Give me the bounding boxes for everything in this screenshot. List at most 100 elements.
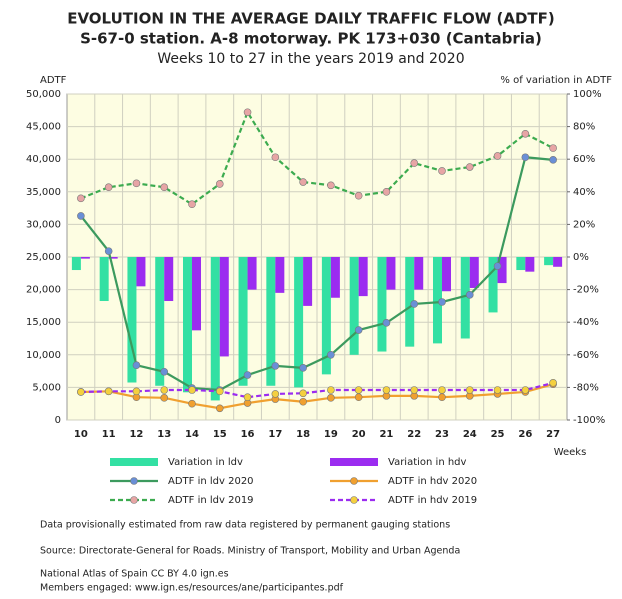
chart-subtitle: S-67-0 station. A-8 motorway. PK 173+030… [80,30,542,48]
marker [327,181,335,190]
bar [99,257,109,302]
marker [465,291,474,299]
marker [327,386,335,394]
marker [215,404,224,413]
marker [327,394,335,402]
marker [188,200,196,208]
x-tick-label: 12 [129,429,143,440]
bar [497,257,507,284]
marker [188,399,196,408]
y2-tick-label: 80% [573,122,595,133]
x-tick-label: 15 [213,429,227,440]
marker [354,326,363,334]
marker [132,179,141,188]
marker [243,393,252,401]
marker [549,379,557,387]
y-tick-label: 20,000 [26,285,61,296]
y-axis-label: ADTF [40,75,67,86]
marker [410,300,419,308]
y-tick-label: 50,000 [26,89,61,100]
marker [77,388,85,396]
marker [104,247,113,255]
marker [438,298,446,306]
bar [377,257,387,352]
bar [183,257,192,393]
line [80,156,554,392]
y2-tick-label: -60% [573,350,599,361]
legend-label: ADTF in ldv 2020 [168,476,254,487]
bar [210,257,220,401]
marker [521,153,530,162]
marker [271,390,280,398]
bar [405,257,415,347]
marker [132,361,141,370]
marker [354,386,363,394]
note: Source: Directorate-General for Roads. M… [40,546,460,557]
marker [410,159,419,167]
legend-marker [130,496,138,504]
bar [155,257,165,386]
marker [77,194,85,203]
legend-swatch [110,458,158,466]
note: National Atlas of Spain CC BY 4.0 ign.es [40,569,229,580]
y-tick-label: 10,000 [26,350,61,361]
bar [544,257,554,266]
x-tick-label: 20 [352,429,366,440]
bar [516,257,526,271]
y-tick-label: 30,000 [26,219,61,230]
bar [553,257,563,267]
bar [266,257,276,386]
x-tick-label: 16 [241,429,255,440]
x-tick-label: 27 [546,429,560,440]
bar [136,257,146,287]
line [80,381,554,399]
marker [382,386,391,394]
marker [521,129,530,138]
legend-label: Variation in hdv [388,457,467,468]
legend-label: Variation in ldv [168,457,243,468]
legend-marker [130,477,138,485]
marker [382,319,391,327]
marker [327,350,335,359]
marker [382,188,391,196]
legend-swatch [330,458,378,466]
marker [160,394,169,402]
bar [321,257,331,375]
x-tick-label: 17 [268,429,282,440]
y2-tick-label: -40% [573,317,599,328]
x-tick-label: 14 [185,429,199,440]
legend-marker [350,477,358,485]
marker [549,144,557,152]
marker [410,386,419,394]
line [80,383,554,410]
x-tick-label: 13 [157,429,171,440]
marker [160,183,169,192]
marker [104,183,113,192]
bar [433,257,442,344]
x-tick-label: 21 [379,429,393,440]
marker [299,389,307,398]
marker [438,167,446,175]
y-tick-label: 0 [55,415,61,426]
bar [219,257,229,357]
bar [294,257,304,388]
bar [238,257,248,386]
y2-tick-label: 40% [573,187,595,198]
bar [127,257,137,383]
note: Members engaged: www.ign.es/resources/an… [40,583,344,594]
x-tick-label: 18 [296,429,310,440]
marker [188,386,196,394]
line [80,109,554,206]
legend-marker [350,496,358,504]
marker [438,386,446,394]
legend-label: ADTF in ldv 2019 [168,495,254,506]
bar [275,257,285,293]
y2-tick-label: 100% [573,89,602,100]
y2-tick-label: -80% [573,382,599,393]
y2-tick-label: 60% [573,154,595,165]
marker [465,386,474,394]
y-tick-label: 35,000 [26,187,61,198]
chart-period: Weeks 10 to 27 in the years 2019 and 202… [157,51,464,67]
bar [108,257,118,259]
